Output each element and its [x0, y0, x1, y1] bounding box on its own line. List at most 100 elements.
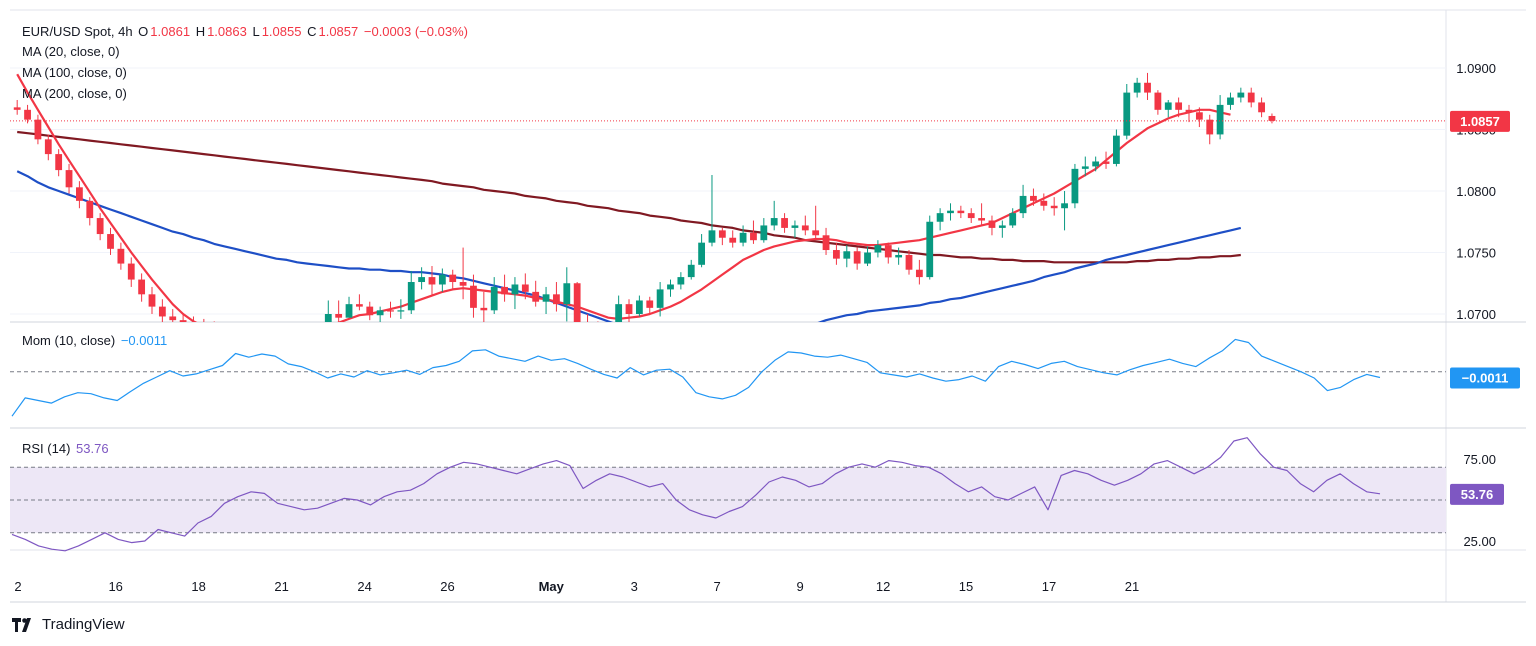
- time-tick-label: 9: [797, 579, 804, 594]
- ma200-legend[interactable]: MA (200, close, 0): [22, 86, 127, 101]
- ma100-legend[interactable]: MA (100, close, 0): [22, 65, 127, 80]
- candle-body: [853, 251, 861, 264]
- candle-body: [345, 304, 353, 318]
- candle-body: [895, 254, 903, 258]
- rsi-value-badge: [1450, 483, 1504, 505]
- price-tick-label: 1.0700: [1456, 307, 1496, 322]
- candle-body: [646, 300, 654, 308]
- change-value: −0.0003 (−0.03%): [363, 24, 468, 39]
- candle-body: [1258, 102, 1265, 113]
- candle-body: [355, 304, 363, 307]
- candle-body: [86, 200, 94, 219]
- candle-body: [615, 304, 623, 322]
- candle-body: [822, 235, 830, 251]
- candle-body: [718, 230, 726, 238]
- time-tick-label: 15: [959, 579, 973, 594]
- price-legend: EUR/USD Spot, 4h O 1.0861 H 1.0863 L 1.0855…: [22, 24, 470, 39]
- rsi-tick-label: 25.00: [1463, 534, 1496, 549]
- time-tick-label: 17: [1042, 579, 1056, 594]
- close-label: C: [307, 24, 317, 39]
- ma20-legend[interactable]: MA (20, close, 0): [22, 44, 120, 59]
- close-value: 1.0857: [318, 24, 359, 39]
- candle-body: [843, 251, 851, 259]
- candle-body: [1071, 168, 1079, 204]
- open-value: 1.0861: [150, 24, 191, 39]
- candle-body: [635, 300, 643, 314]
- candle-body: [117, 248, 125, 264]
- candle-body: [13, 107, 21, 110]
- tradingview-logo-icon: [12, 617, 31, 632]
- chart-frame: [10, 9, 1526, 603]
- candle-body: [915, 269, 923, 278]
- time-tick-label: 12: [876, 579, 890, 594]
- time-tick-label: 24: [357, 579, 371, 594]
- candle-body: [1102, 161, 1110, 164]
- price-tick-label: 1.0750: [1456, 246, 1496, 261]
- candle-body: [584, 324, 591, 333]
- candle-body: [656, 289, 664, 308]
- open-label: O: [138, 24, 149, 39]
- candle-body: [1009, 213, 1017, 226]
- ma100-line: [16, 170, 1242, 322]
- candle-body: [263, 341, 270, 343]
- candle-body: [407, 282, 415, 311]
- time-tick-label: 21: [274, 579, 288, 594]
- high-value: 1.0863: [207, 24, 247, 39]
- candle-body: [428, 277, 436, 285]
- candle-body: [294, 348, 301, 350]
- candle-body: [501, 286, 508, 295]
- candle-body: [1040, 200, 1048, 206]
- candle-body: [96, 218, 104, 235]
- candle-body: [1227, 97, 1234, 105]
- mom-legend[interactable]: Mom (10, close) −0.0011: [22, 333, 169, 348]
- high-label: H: [195, 24, 206, 39]
- time-tick-label: May: [539, 579, 565, 594]
- tradingview-brand[interactable]: TradingView: [12, 616, 125, 633]
- candle-body: [988, 220, 996, 228]
- candle-body: [1061, 203, 1068, 209]
- candle-body: [44, 139, 52, 155]
- candle-body: [750, 232, 757, 241]
- candle-body: [315, 353, 322, 355]
- candle-body: [1195, 112, 1203, 120]
- candle-body: [998, 225, 1006, 228]
- rsi-tick-label: 75.00: [1463, 452, 1496, 467]
- candle-body: [1019, 195, 1027, 214]
- candle-body: [480, 307, 488, 311]
- low-value: 1.0855: [261, 24, 302, 39]
- candle-body: [967, 213, 975, 219]
- candle-body: [542, 294, 550, 302]
- candle-body: [376, 310, 384, 316]
- rsi-line: [11, 437, 1381, 552]
- rsi-legend[interactable]: RSI (14) 53.76: [22, 441, 111, 456]
- candle-body: [936, 213, 944, 222]
- candle-body: [1092, 161, 1100, 167]
- candle-body: [957, 210, 965, 214]
- candle-body: [127, 263, 135, 280]
- candle-body: [387, 310, 394, 312]
- candle-body: [158, 306, 166, 317]
- mom-label: Mom (10, close): [22, 333, 116, 348]
- candle-body: [366, 306, 374, 316]
- candle-body: [812, 230, 820, 236]
- symbol-label: EUR/USD Spot, 4h: [22, 24, 133, 39]
- moving-averages: [16, 73, 1242, 322]
- candle-body: [1268, 115, 1276, 121]
- candle-body: [874, 245, 882, 253]
- candle-body: [791, 225, 799, 228]
- candle-body: [781, 218, 788, 228]
- candle-body: [438, 274, 446, 285]
- mom-line: [11, 338, 1381, 417]
- candle-body: [470, 285, 477, 308]
- candle-body: [273, 344, 280, 346]
- time-tick-label: 18: [191, 579, 205, 594]
- rsi-value-badge-label: 53.76: [1461, 487, 1494, 502]
- candle-body: [625, 304, 633, 314]
- candle-body: [1113, 135, 1120, 164]
- time-tick-label: 3: [631, 579, 638, 594]
- last-price-badge: [1450, 110, 1510, 132]
- candle-body: [563, 283, 571, 305]
- candle-body: [335, 314, 343, 318]
